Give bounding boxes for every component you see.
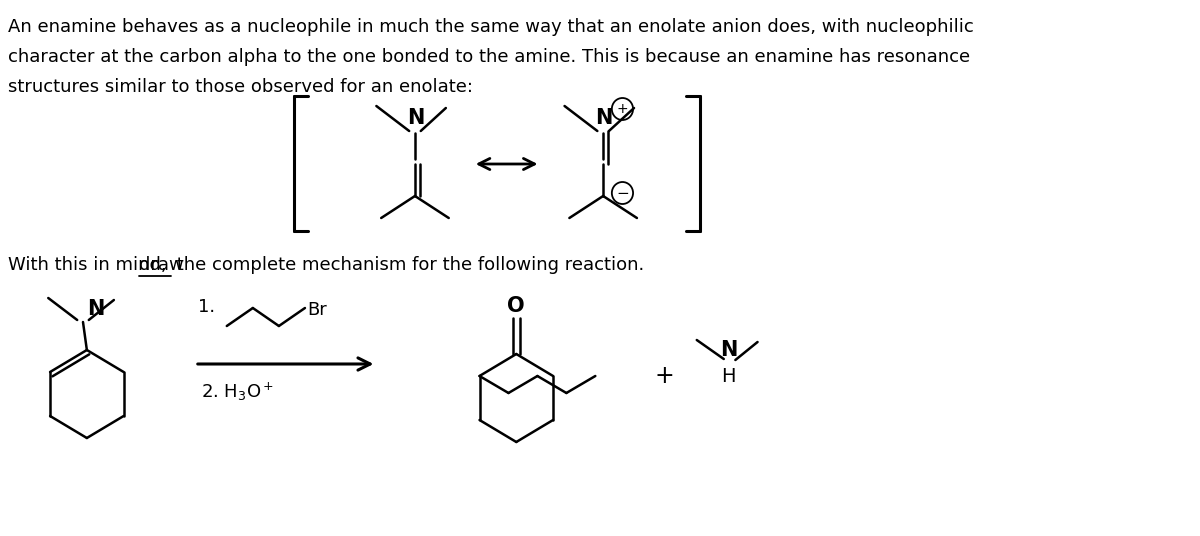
Text: N: N — [595, 108, 613, 128]
Text: structures similar to those observed for an enolate:: structures similar to those observed for… — [7, 78, 473, 96]
Text: N: N — [407, 108, 425, 128]
Text: character at the carbon alpha to the one bonded to the amine. This is because an: character at the carbon alpha to the one… — [7, 48, 970, 66]
Text: With this in mind,: With this in mind, — [7, 256, 172, 274]
Text: Br: Br — [307, 301, 326, 319]
Text: draw: draw — [139, 256, 184, 274]
Text: 2. H$_3$O$^+$: 2. H$_3$O$^+$ — [200, 381, 274, 403]
Text: An enamine behaves as a nucleophile in much the same way that an enolate anion d: An enamine behaves as a nucleophile in m… — [7, 18, 973, 36]
Text: N: N — [720, 340, 737, 360]
Text: +: + — [654, 364, 674, 388]
Text: N: N — [86, 299, 104, 319]
Text: the complete mechanism for the following reaction.: the complete mechanism for the following… — [170, 256, 644, 274]
Text: −: − — [616, 185, 629, 200]
Text: O: O — [508, 296, 526, 316]
Text: H: H — [721, 367, 736, 386]
Text: 1.: 1. — [198, 298, 215, 316]
Text: +: + — [617, 102, 629, 116]
